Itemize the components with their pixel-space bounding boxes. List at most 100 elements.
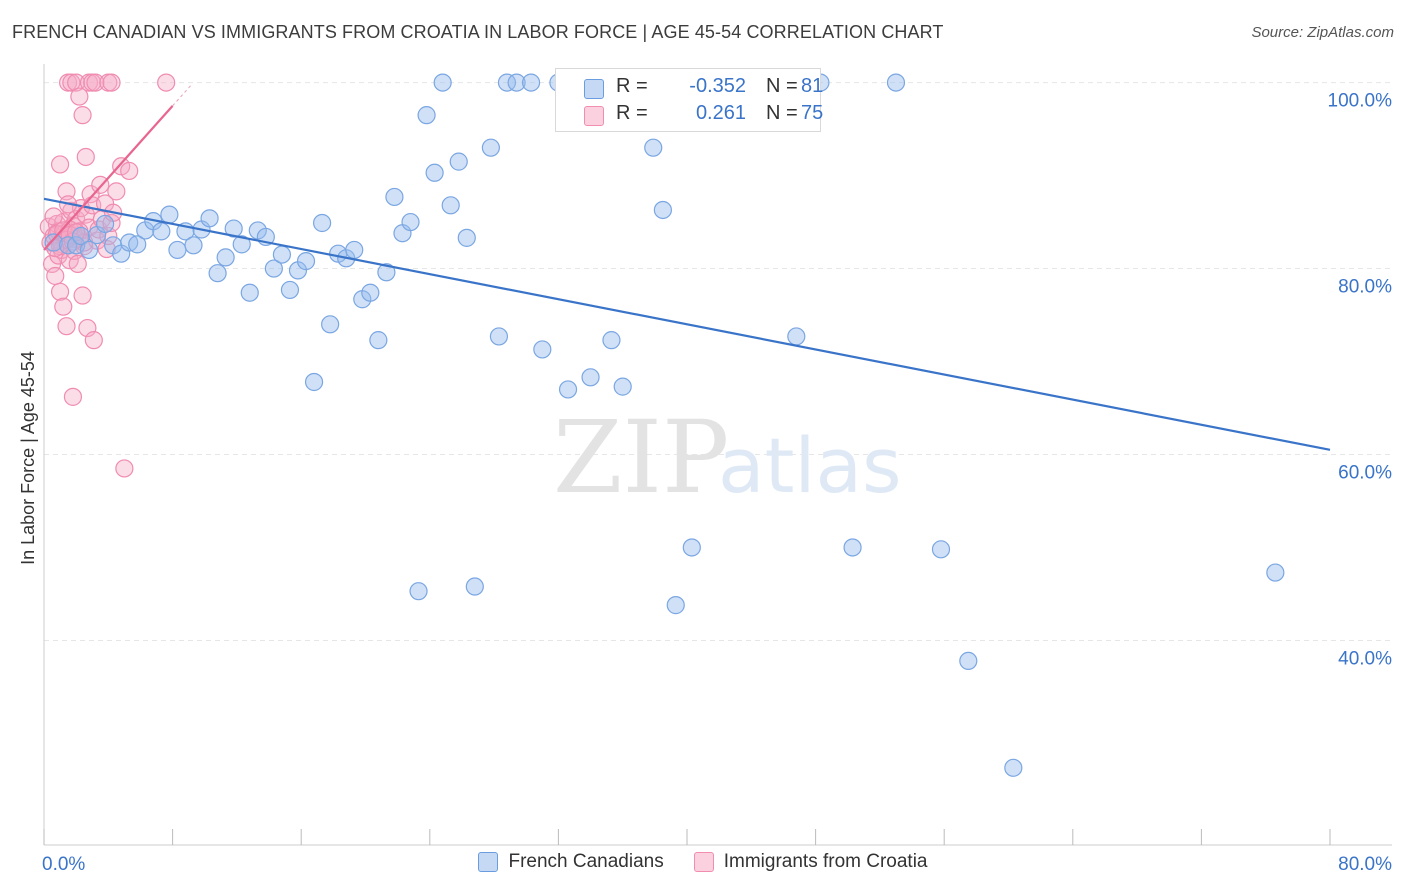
french-canadian-point — [581, 368, 600, 387]
french-canadian-point — [44, 233, 63, 252]
legend-item-french-canadians[interactable]: French Canadians — [478, 851, 664, 873]
gridlines — [44, 82, 1392, 641]
french-canadian-point — [232, 235, 251, 254]
french-canadian-point — [682, 538, 701, 557]
croatia-point — [67, 210, 86, 229]
french-canadian-point — [264, 259, 283, 278]
n-label: N = — [766, 102, 798, 124]
croatia-point — [68, 254, 87, 273]
french-canadian-point — [653, 200, 672, 220]
french-canadian-point — [931, 540, 951, 559]
y-tick-label: 60.0% — [1338, 463, 1392, 484]
french-canadian-point — [377, 263, 396, 282]
legend-swatch-pink — [693, 852, 714, 872]
legend: French Canadians Immigrants from Croatia — [0, 851, 1406, 873]
french-canadian-point — [457, 228, 476, 247]
french-canadian-point — [449, 152, 468, 171]
croatia-point — [46, 266, 65, 286]
croatia-point — [102, 73, 121, 92]
n-value: 81 — [801, 75, 824, 97]
french-canadian-point — [369, 331, 388, 350]
french-canadian-point — [507, 73, 526, 92]
croatia-point — [76, 147, 95, 167]
tick-labels: 100.0% 80.0% 60.0% 40.0% 0.0% 80.0% — [42, 91, 1392, 875]
r-value: -0.352 — [689, 75, 746, 97]
french-canadian-point — [184, 236, 203, 255]
french-canadian-point — [95, 214, 115, 234]
trend-line — [43, 105, 174, 251]
series-croatia-points — [39, 73, 176, 478]
stats-swatch-blue — [584, 79, 604, 99]
watermark: ZIP atlas — [553, 399, 902, 516]
french-canadian-point — [200, 209, 219, 228]
french-canadian-point — [152, 222, 171, 241]
croatia-point — [73, 286, 92, 305]
french-canadian-point — [272, 245, 292, 264]
french-canadian-point — [497, 73, 517, 92]
french-canadian-point — [481, 138, 500, 157]
french-canadian-point — [441, 196, 460, 215]
n-value: 75 — [801, 102, 824, 124]
french-canadian-point — [425, 163, 444, 182]
french-canadian-point — [312, 213, 332, 233]
legend-item-croatia[interactable]: Immigrants from Croatia — [693, 851, 928, 873]
french-canadian-point — [240, 283, 259, 302]
r-value: 0.261 — [695, 102, 746, 124]
french-canadian-point — [160, 205, 179, 224]
source-label: Source: ZipAtlas.com — [1251, 24, 1394, 41]
n-label: N = — [766, 75, 798, 97]
french-canadian-point — [1266, 563, 1285, 582]
r-label: R = — [616, 102, 648, 124]
french-canadian-point — [409, 582, 428, 601]
french-canadian-point — [216, 248, 235, 267]
croatia-point — [50, 282, 70, 301]
legend-swatch-blue — [478, 852, 499, 872]
french-canadian-point — [886, 73, 906, 92]
french-canadian-point — [401, 212, 420, 232]
french-canadian-point — [959, 651, 978, 671]
stats-swatch-pink — [584, 106, 604, 126]
croatia-point — [107, 182, 126, 201]
french-canadian-point — [558, 380, 578, 399]
chart-title: FRENCH CANADIAN VS IMMIGRANTS FROM CROAT… — [12, 22, 944, 42]
french-canadian-point — [321, 315, 340, 334]
french-canadian-point — [489, 327, 509, 346]
legend-label: French Canadians — [508, 851, 664, 872]
french-canadian-point — [224, 219, 243, 238]
french-canadian-point — [385, 187, 404, 207]
croatia-point — [120, 161, 139, 181]
french-canadian-point — [361, 283, 380, 302]
croatia-point — [73, 106, 92, 125]
series-french-canadians-points — [44, 73, 1285, 777]
french-canadian-point — [304, 372, 324, 392]
croatia-point — [57, 182, 76, 201]
y-tick-label: 40.0% — [1338, 648, 1392, 669]
croatia-point — [70, 87, 89, 106]
french-canadian-point — [128, 235, 147, 254]
watermark-zip: ZIP — [553, 399, 729, 516]
y-tick-label: 80.0% — [1338, 277, 1392, 298]
french-canadian-point — [843, 538, 862, 557]
french-canadian-point — [433, 73, 452, 92]
french-canadian-point — [208, 264, 227, 283]
french-canadian-point — [168, 240, 187, 260]
french-canadian-point — [1004, 758, 1023, 777]
french-canadian-point — [296, 252, 316, 271]
french-canadian-point — [602, 331, 621, 350]
croatia-point — [54, 297, 73, 316]
french-canadian-point — [280, 280, 300, 300]
croatia-point — [84, 331, 103, 350]
trend-extension — [172, 83, 193, 107]
french-canadian-point — [533, 340, 552, 359]
r-label: R = — [616, 75, 648, 97]
french-canadian-point — [417, 106, 436, 125]
french-canadian-point — [787, 327, 806, 346]
croatia-point — [115, 459, 134, 478]
french-canadian-point — [613, 377, 632, 396]
croatia-point — [86, 73, 105, 92]
trend-lines — [43, 83, 1331, 451]
croatia-point — [62, 73, 81, 92]
stats-box: R = -0.352 N = 81 R = 0.261 N = 75 — [555, 68, 824, 132]
french-canadian-point — [465, 577, 484, 596]
